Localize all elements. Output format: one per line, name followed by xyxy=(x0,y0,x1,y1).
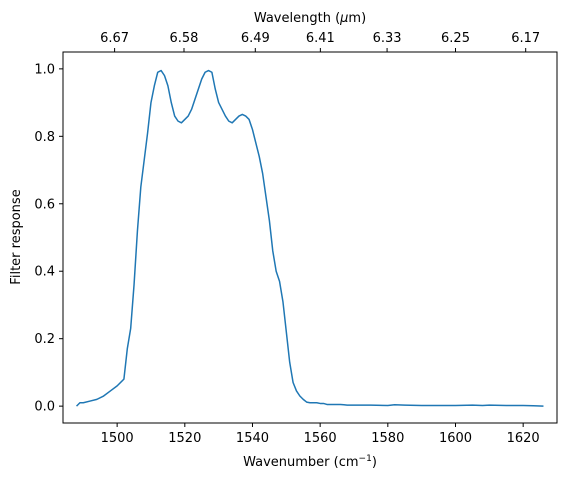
top-x-tick-label: 6.67 xyxy=(100,31,129,46)
x-tick-label: 1520 xyxy=(168,431,201,446)
x-tick-label: 1540 xyxy=(236,431,269,446)
y-tick-label: 0.6 xyxy=(34,197,55,212)
series-line xyxy=(76,69,544,407)
top-axis-label: Wavelength (μm) xyxy=(254,11,366,26)
left-axis: 0.0 0.2 0.4 0.6 0.8 1.0 xyxy=(34,62,63,415)
top-x-tick-label: 6.41 xyxy=(306,31,335,46)
plot-frame xyxy=(62,51,558,424)
top-x-tick-label: 6.17 xyxy=(511,31,540,46)
bottom-axis: 1500 1520 1540 1560 1580 1600 1620 xyxy=(101,423,540,446)
top-x-tick-label: 6.49 xyxy=(241,31,270,46)
top-x-tick-label: 6.58 xyxy=(170,31,199,46)
y-axis-label: Filter response xyxy=(9,189,24,284)
y-tick-label: 1.0 xyxy=(34,62,55,77)
x-tick-label: 1580 xyxy=(371,431,404,446)
x-tick-label: 1600 xyxy=(439,431,472,446)
y-tick-label: 0.4 xyxy=(34,265,55,280)
top-x-tick-label: 6.25 xyxy=(441,31,470,46)
y-tick-label: 0.0 xyxy=(34,400,55,415)
top-axis: 6.67 6.58 6.49 6.41 6.33 6.25 6.17 xyxy=(100,31,540,52)
x-axis-label: Wavenumber (cm−1) xyxy=(243,454,377,470)
x-tick-label: 1560 xyxy=(304,431,337,446)
y-tick-label: 0.2 xyxy=(34,332,55,347)
top-x-tick-label: 6.33 xyxy=(373,31,402,46)
x-tick-label: 1620 xyxy=(507,431,540,446)
x-tick-label: 1500 xyxy=(101,431,134,446)
y-tick-label: 0.8 xyxy=(34,130,55,145)
plot-layer xyxy=(76,69,544,407)
